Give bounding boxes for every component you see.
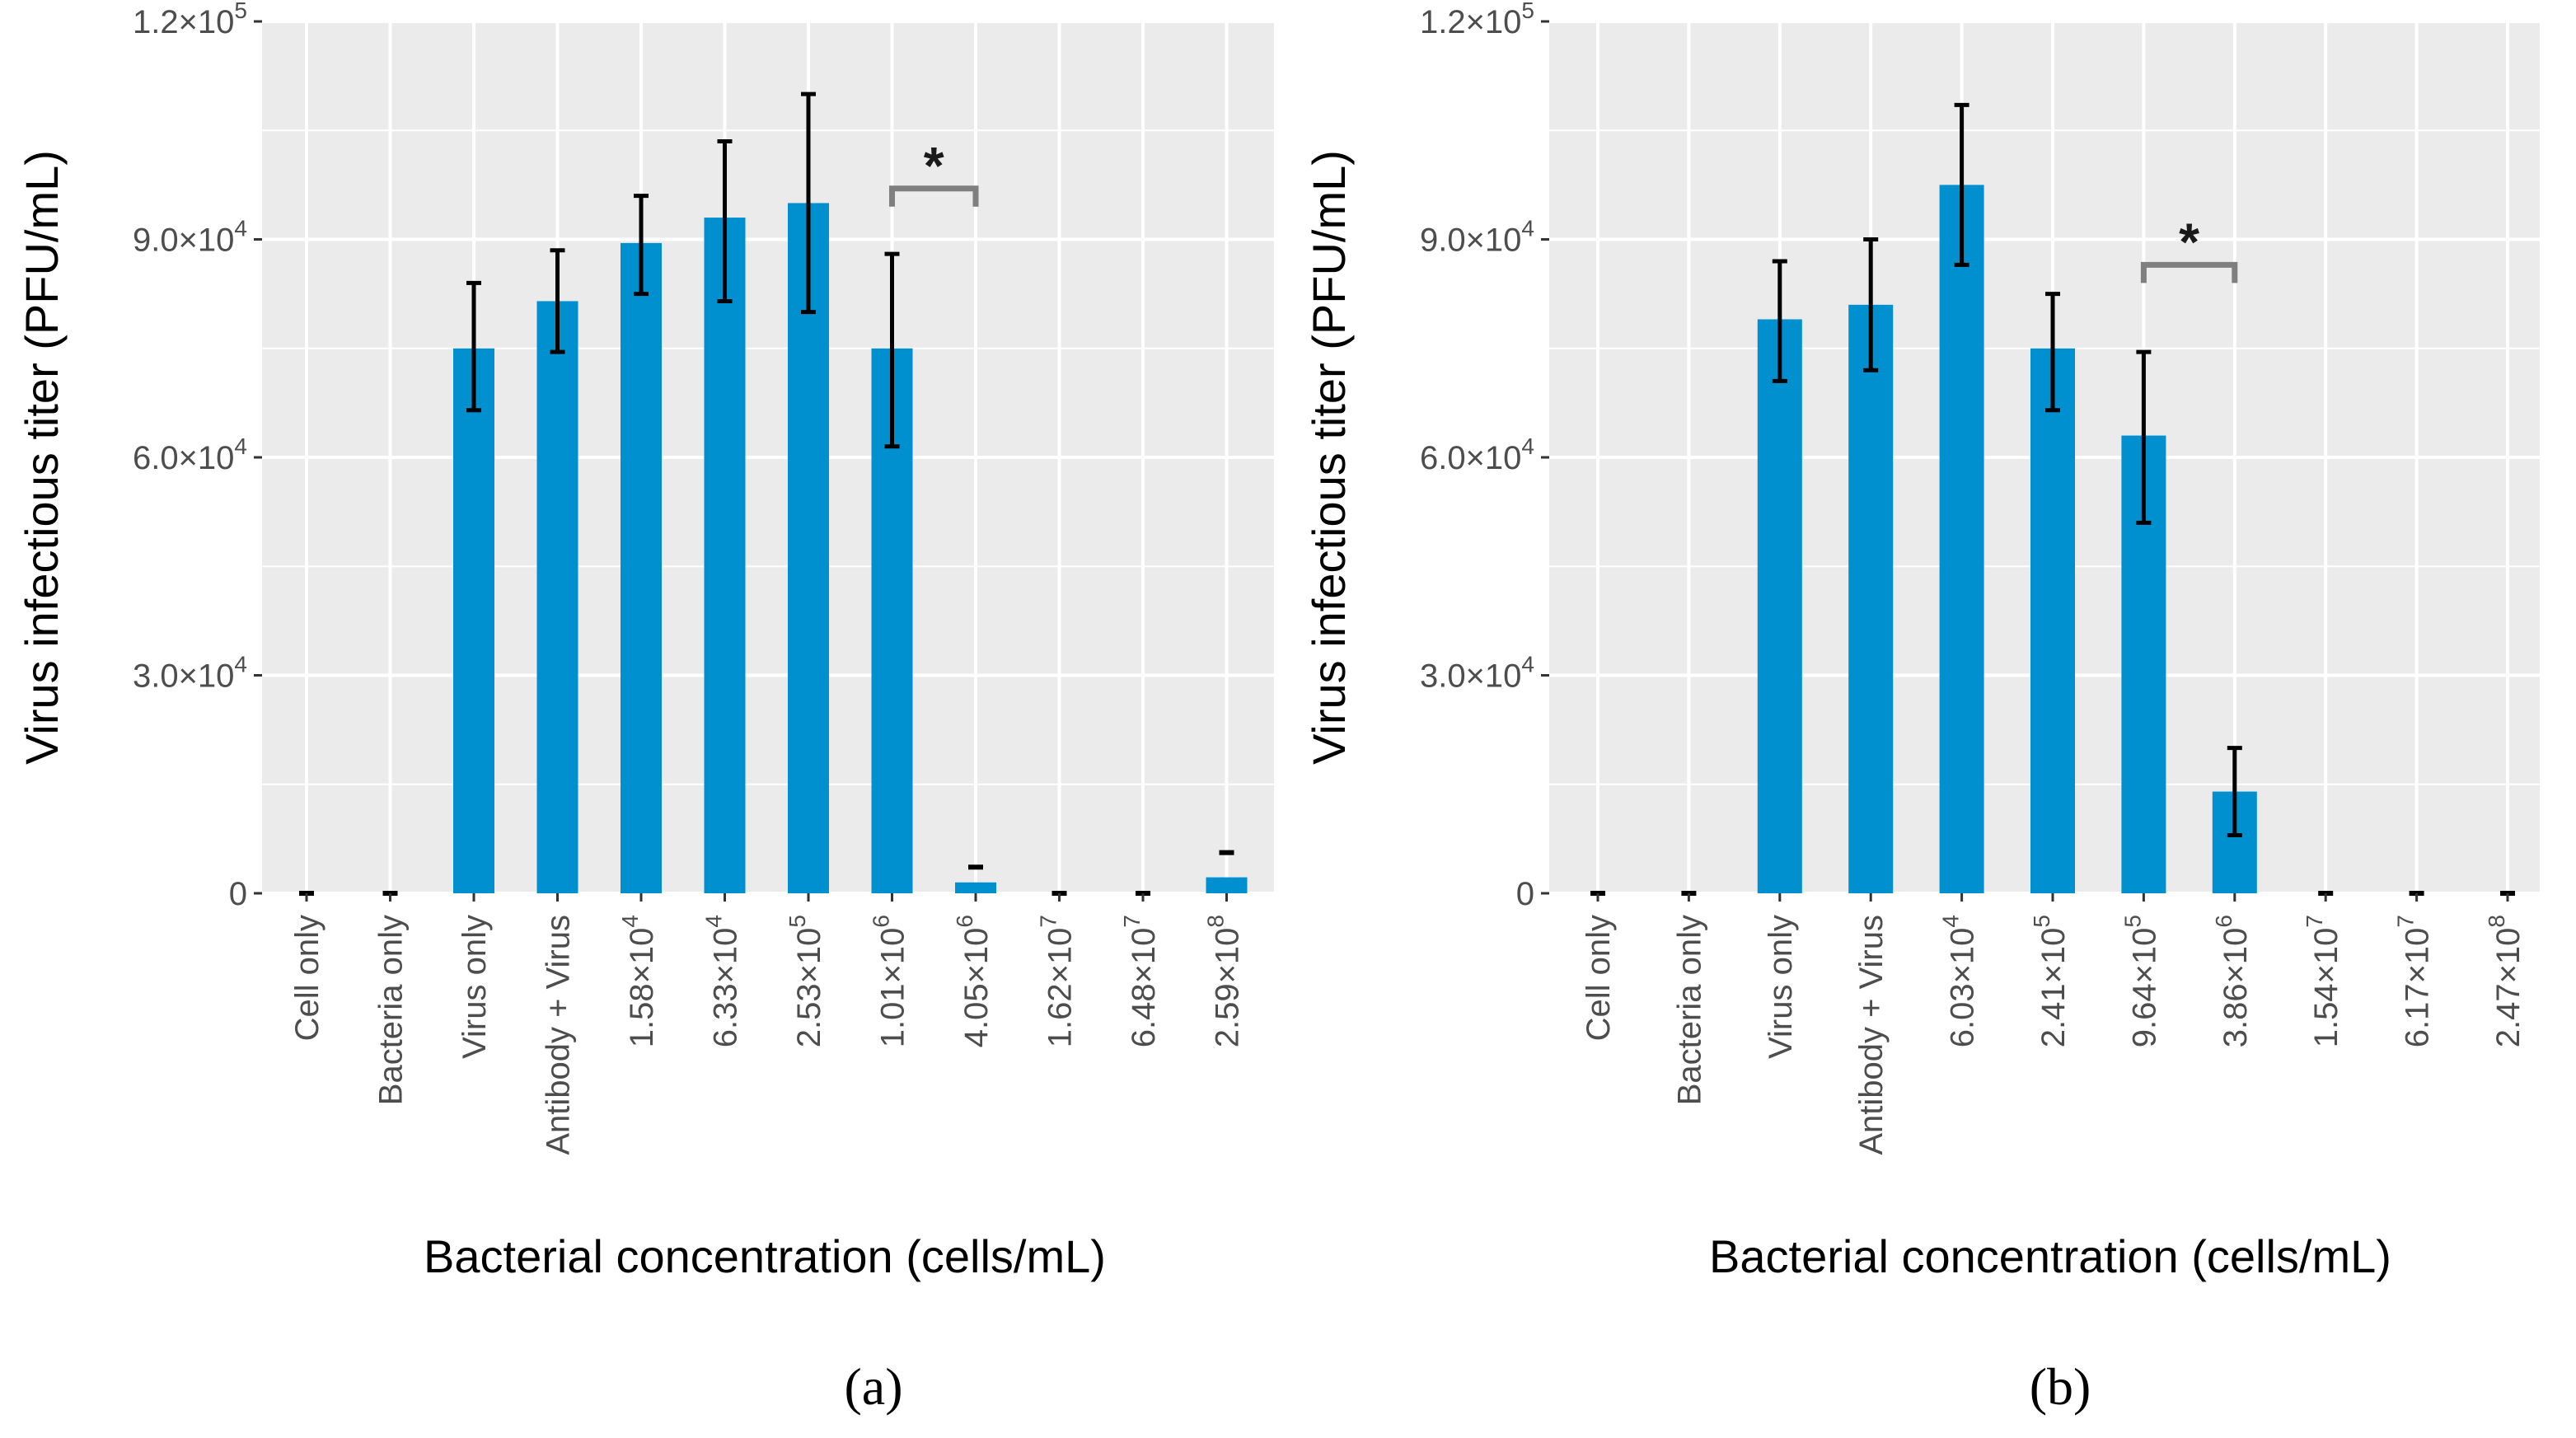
- y-tick-label: 9.0×104: [133, 216, 247, 259]
- x-tick-label: Bacteria only: [1671, 915, 1707, 1105]
- error-bar: [2227, 746, 2242, 837]
- x-axis-title: Bacterial concentration (cells/mL): [1709, 1230, 2391, 1282]
- significance-bracket: [2140, 261, 2238, 283]
- significance-star: *: [2179, 212, 2199, 271]
- significance-star: *: [924, 136, 944, 195]
- chart-panel-a: 0 3.0×104 6.0×104 9.0×104 1.2×105 * Cell only B…: [16, 0, 1274, 1416]
- y-axis-title: Virus infectious titer (PFU/mL): [16, 150, 68, 765]
- bar: [955, 882, 996, 893]
- x-tick-label: 6.03×104: [1938, 915, 1981, 1047]
- y-tick-label: 0: [229, 876, 247, 912]
- error-bar: [717, 138, 733, 303]
- bar: [1939, 185, 1984, 893]
- bar: [453, 348, 494, 893]
- x-tick-label: 1.62×107: [1036, 915, 1079, 1047]
- x-tick-label: 2.47×108: [2484, 915, 2527, 1047]
- x-tick-label: 6.17×107: [2393, 915, 2436, 1047]
- y-tick-label: 6.0×104: [1420, 433, 1534, 476]
- x-tick-label: Virus only: [457, 915, 493, 1059]
- bar: [1848, 304, 1894, 894]
- error-bar: [884, 251, 900, 449]
- panel-caption: (a): [844, 1357, 902, 1416]
- y-tick-label: 0: [1516, 876, 1534, 912]
- x-tick-label: 9.64×105: [2119, 915, 2162, 1047]
- y-tick-label: 1.2×105: [133, 0, 247, 40]
- bar: [2030, 348, 2075, 893]
- y-axis-title: Virus infectious titer (PFU/mL): [1303, 150, 1355, 765]
- x-axis-title: Bacterial concentration (cells/mL): [424, 1230, 1106, 1282]
- error-bar: [2136, 349, 2152, 525]
- error-bar: [1863, 237, 1879, 372]
- significance-bracket: [889, 185, 979, 207]
- error-bar: [1954, 102, 1969, 267]
- error-bar: [466, 280, 481, 413]
- error-bar: [2045, 292, 2060, 413]
- x-tick-label: 2.53×105: [785, 915, 827, 1047]
- error-bar: [801, 91, 816, 315]
- x-tick-label: 1.54×107: [2302, 915, 2344, 1047]
- x-tick-label: Antibody + Virus: [1853, 915, 1890, 1155]
- x-tick-label: Cell only: [289, 915, 326, 1041]
- error-bar: [1772, 259, 1787, 383]
- x-tick-label: Cell only: [1581, 915, 1617, 1041]
- x-tick-label: Bacteria only: [373, 915, 410, 1105]
- y-tick-label: 1.2×105: [1420, 0, 1534, 40]
- x-tick-label: 1.01×106: [869, 915, 911, 1047]
- x-tick-label: 2.41×105: [2029, 915, 2072, 1047]
- bar: [536, 301, 578, 894]
- bar: [704, 218, 746, 893]
- bar: [1757, 319, 1802, 893]
- y-tick-label: 6.0×104: [133, 433, 247, 476]
- x-tick-label: 4.05×106: [952, 915, 995, 1047]
- bar: [788, 203, 829, 893]
- x-tick-label: Virus only: [1763, 915, 1799, 1059]
- x-tick-label: 3.86×106: [2211, 915, 2254, 1047]
- y-tick-label: 3.0×104: [1420, 652, 1534, 695]
- error-bar: [634, 194, 649, 297]
- y-tick-label: 9.0×104: [1420, 216, 1534, 259]
- bar: [1206, 877, 1248, 893]
- bar: [621, 242, 662, 893]
- error-bar: [550, 248, 565, 354]
- x-tick-label: Antibody + Virus: [541, 915, 577, 1155]
- y-tick-label: 3.0×104: [133, 652, 247, 695]
- x-tick-label: 1.58×104: [617, 915, 660, 1047]
- x-tick-label: 2.59×108: [1203, 915, 1246, 1047]
- x-tick-label: 6.48×107: [1119, 915, 1162, 1047]
- panel-caption: (b): [2030, 1357, 2091, 1416]
- x-tick-label: 6.33×104: [701, 915, 744, 1047]
- chart-panel-b: 0 3.0×104 6.0×104 9.0×104 1.2×105 * Cell only B…: [1303, 0, 2540, 1416]
